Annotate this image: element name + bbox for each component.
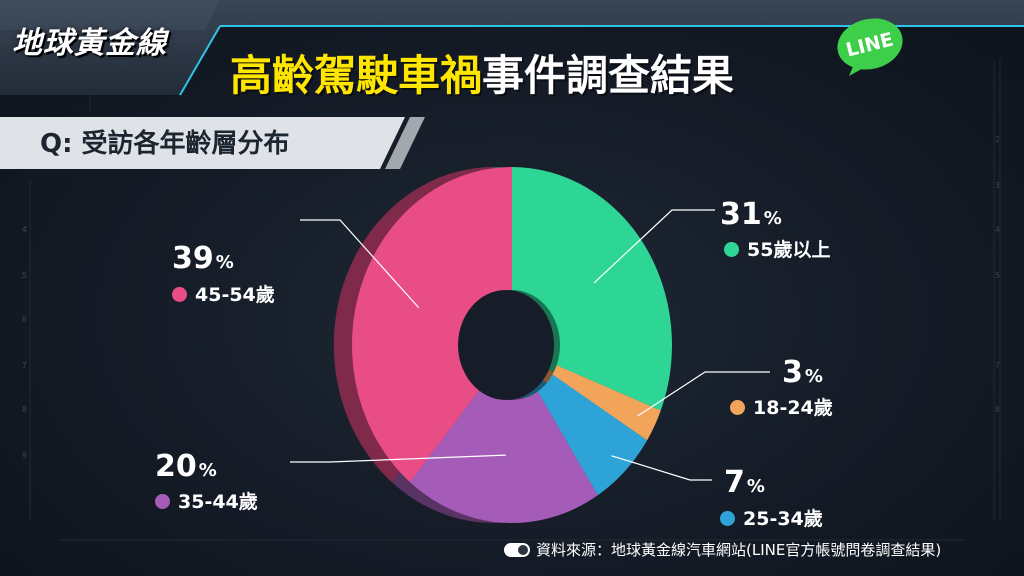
title-highlight: 高齡駕駛車禍	[230, 51, 483, 100]
legend-dot-55plus	[724, 242, 739, 257]
donut-hole	[458, 290, 554, 400]
legend-dot-25-34	[720, 511, 735, 526]
svg-text:2: 2	[995, 135, 1000, 144]
svg-text:4: 4	[22, 225, 27, 234]
leader-line-1	[637, 371, 770, 417]
question-label: Q: 受訪各年齡層分布	[40, 129, 290, 159]
line-badge-icon: LINE	[837, 18, 903, 76]
legend-25-34: 25-34歲	[720, 507, 823, 531]
pct-label-55plus: 31%	[720, 197, 782, 232]
svg-text:4: 4	[995, 225, 1000, 234]
pct-label-35-44: 20%	[155, 449, 217, 484]
leader-line-4	[300, 219, 420, 309]
svg-text:8: 8	[22, 405, 27, 414]
legend-dot-35-44	[155, 494, 170, 509]
leader-line-2	[611, 455, 712, 481]
svg-text:6: 6	[22, 315, 27, 324]
donut-slice-1	[552, 365, 661, 441]
toggle-icon	[504, 543, 530, 557]
pct-label-25-34: 7%	[724, 465, 765, 500]
svg-text:7: 7	[995, 361, 1000, 370]
svg-text:7: 7	[22, 361, 27, 370]
pct-label-45-54: 39%	[172, 241, 234, 276]
svg-text:5: 5	[22, 271, 27, 280]
donut-slice-0	[512, 167, 672, 411]
leader-line-3	[290, 454, 506, 463]
leader-line-0	[593, 209, 715, 284]
legend-dot-45-54	[172, 287, 187, 302]
page-title: 高齡駕駛車禍事件調查結果	[230, 48, 830, 104]
pct-label-18-24: 3%	[782, 355, 823, 390]
brand-logo: 地球黃金線	[12, 26, 167, 61]
svg-text:9: 9	[22, 451, 27, 460]
legend-45-54: 45-54歲	[172, 283, 275, 307]
title-rest: 事件調查結果	[482, 51, 735, 100]
legend-18-24: 18-24歲	[730, 396, 833, 420]
svg-text:8: 8	[995, 405, 1000, 414]
donut-slice-2	[537, 374, 648, 496]
legend-dot-18-24	[730, 400, 745, 415]
legend-55plus: 55歲以上	[724, 238, 830, 262]
svg-text:3: 3	[995, 181, 1000, 190]
svg-text:5: 5	[995, 271, 1000, 280]
legend-35-44: 35-44歲	[155, 490, 258, 514]
source-note: 資料來源：地球黃金線汽車網站(LINE官方帳號問卷調查結果)	[504, 538, 941, 562]
donut-slice-4	[351, 167, 512, 483]
